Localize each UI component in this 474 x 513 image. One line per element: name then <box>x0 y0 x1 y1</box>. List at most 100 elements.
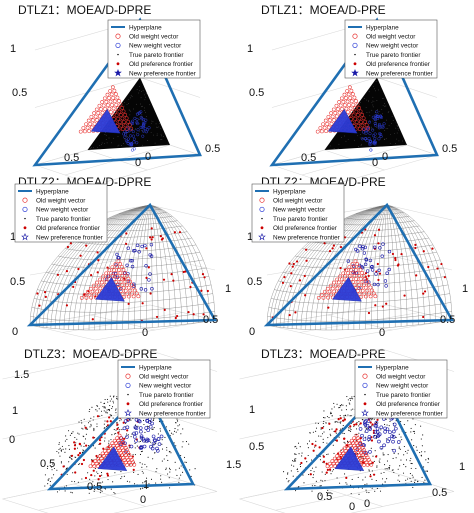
old-preference-point <box>170 273 173 276</box>
old-preference-point <box>70 454 74 457</box>
new-preference-point <box>148 424 153 429</box>
true-pareto-point <box>173 430 176 432</box>
old-preference-point <box>38 304 41 307</box>
new-weight-vector-point <box>365 139 369 143</box>
old-weight-vector-point <box>92 292 97 297</box>
old-weight-vector-point <box>338 274 343 279</box>
true-pareto-point <box>101 142 103 144</box>
old-preference-point <box>91 318 94 321</box>
true-pareto-point <box>174 428 176 430</box>
true-pareto-point <box>342 432 344 434</box>
tick-label: 1 <box>12 405 18 417</box>
true-pareto-point <box>371 425 373 427</box>
new-weight-vector-point <box>123 129 127 133</box>
hyperplane-triangle <box>269 17 439 167</box>
legend-label: Hyperplane <box>129 24 162 31</box>
true-pareto-point <box>126 136 127 137</box>
true-pareto-point <box>397 479 399 481</box>
legend-label: Old weight vector <box>36 198 86 205</box>
old-preference-point <box>44 295 47 298</box>
true-pareto-point <box>89 478 91 480</box>
true-pareto-point <box>74 481 76 483</box>
true-pareto-point <box>360 134 361 135</box>
true-pareto-point <box>323 426 325 428</box>
true-pareto-point <box>377 108 378 110</box>
new-preference-point <box>376 433 381 438</box>
legend-box <box>344 19 438 79</box>
true-pareto-point <box>126 104 128 105</box>
true-pareto-point <box>91 147 92 148</box>
true-pareto-point <box>341 137 342 138</box>
old-weight-vector-point <box>348 95 353 100</box>
true-pareto-point <box>396 132 398 134</box>
true-pareto-point <box>119 420 121 422</box>
new-weight-vector-point <box>141 134 145 138</box>
true-pareto-point <box>132 418 134 420</box>
legend-marker <box>117 53 119 56</box>
true-pareto-point <box>130 436 132 438</box>
new-preference-point <box>134 431 139 435</box>
legend-label: New weight vector <box>273 207 326 214</box>
old-weight-vector-point <box>131 285 136 290</box>
true-pareto-point <box>56 491 59 493</box>
new-preference-point <box>126 246 130 250</box>
old-weight-vector-point <box>119 265 124 269</box>
true-pareto-point <box>372 100 374 102</box>
old-weight-vector-point <box>323 118 328 123</box>
old-weight-vector-point <box>93 114 98 119</box>
old-weight-vector-point <box>87 292 92 297</box>
true-pareto-point <box>123 102 125 103</box>
old-preference-point <box>292 262 295 266</box>
true-pareto-point <box>293 460 295 462</box>
new-preference-point <box>396 440 401 444</box>
new-preference-point <box>157 442 162 446</box>
true-pareto-point <box>88 492 90 494</box>
true-pareto-point <box>374 450 376 452</box>
tick-label: 0 <box>135 157 141 169</box>
true-pareto-point <box>384 139 386 140</box>
old-weight-vector-point <box>95 280 99 285</box>
old-preference-point <box>331 247 334 250</box>
legend-label: True pareto frontier <box>366 52 421 59</box>
true-pareto-point <box>141 463 143 465</box>
new-preference-point <box>383 426 387 431</box>
true-pareto-point <box>286 478 288 480</box>
new-preference-point <box>391 439 395 444</box>
new-weight-vector-point <box>361 130 365 134</box>
true-pareto-point <box>128 447 130 449</box>
true-pareto-point <box>90 423 92 425</box>
true-pareto-point <box>103 407 105 409</box>
old-preference-point <box>318 446 321 449</box>
true-pareto-point <box>99 148 101 150</box>
new-weight-vector-point <box>368 143 372 147</box>
true-pareto-point <box>166 449 168 451</box>
new-preference-point <box>373 423 378 428</box>
true-pareto-point <box>177 425 179 427</box>
legend-box <box>14 183 108 243</box>
new-preference-point <box>373 434 377 439</box>
legend-label: Old preference frontier <box>129 61 194 68</box>
true-pareto-point <box>384 105 386 107</box>
true-pareto-point <box>166 455 168 457</box>
true-pareto-point <box>104 143 105 145</box>
true-pareto-point <box>322 454 324 456</box>
true-pareto-point <box>167 473 169 475</box>
old-preference-point <box>326 468 329 471</box>
true-pareto-point <box>111 406 114 408</box>
old-preference-point <box>66 245 70 249</box>
true-pareto-point <box>162 128 164 130</box>
true-pareto-point <box>144 431 146 433</box>
old-weight-vector-point <box>117 99 121 103</box>
true-pareto-point <box>302 474 304 476</box>
true-pareto-point <box>402 472 405 474</box>
old-preference-point <box>322 455 325 458</box>
old-preference-point <box>342 419 345 422</box>
old-preference-point <box>394 257 397 260</box>
true-pareto-point <box>295 453 297 455</box>
true-pareto-point <box>308 440 311 442</box>
old-preference-point <box>322 460 326 463</box>
true-pareto-point <box>291 464 293 466</box>
old-preference-point <box>304 457 307 460</box>
true-pareto-point <box>94 447 96 449</box>
true-pareto-point <box>368 101 369 103</box>
